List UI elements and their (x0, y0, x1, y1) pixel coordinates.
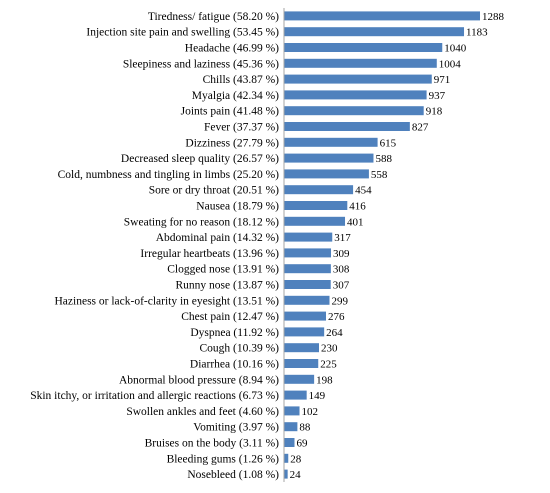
category-label: Diarrhea (10.16 %) (190, 359, 279, 371)
category-label: Bleeding gums (1.26 %) (167, 453, 280, 465)
value-label: 588 (375, 153, 392, 165)
value-label: 102 (302, 406, 319, 418)
value-label: 28 (290, 453, 302, 465)
value-label: 1183 (466, 27, 488, 39)
value-label: 307 (333, 280, 350, 292)
bar (284, 11, 480, 21)
value-label: 276 (328, 311, 345, 323)
value-label: 971 (434, 74, 451, 86)
bar (284, 122, 410, 131)
category-label: Haziness or lack-of-clarity in eyesight … (55, 295, 280, 307)
bar (284, 153, 374, 163)
value-label: 69 (297, 438, 309, 450)
category-label: Abnormal blood pressure (8.94 %) (119, 374, 279, 386)
value-labels-group: 1288 1183 1040 1004 971 937 918 827 615 588 558 454… (290, 11, 505, 481)
category-label: Joints pain (41.48 %) (181, 106, 280, 118)
value-label: 401 (347, 216, 364, 228)
category-label: Nausea (18.79 %) (196, 201, 279, 213)
category-label: Headache (46.99 %) (185, 43, 279, 55)
category-label: Chest pain (12.47 %) (181, 311, 279, 323)
value-label: 1004 (439, 58, 462, 70)
value-label: 558 (371, 169, 388, 181)
bar (284, 137, 378, 147)
value-label: 24 (290, 469, 302, 481)
category-labels-group: Tiredness/ fatigue (58.20 %) Injection si… (30, 11, 279, 481)
bar (284, 106, 424, 116)
bar (284, 343, 319, 353)
bar (284, 232, 333, 242)
value-label: 454 (355, 185, 372, 197)
category-label: Swollen ankles and feet (4.60 %) (126, 406, 279, 418)
category-label: Vomiting (3.97 %) (193, 422, 279, 434)
bar (284, 374, 315, 384)
bar (284, 438, 295, 447)
value-label: 1288 (482, 11, 505, 23)
category-label: Dyspnea (11.92 %) (190, 327, 279, 339)
category-label: Runny nose (13.87 %) (176, 280, 280, 292)
bar (284, 216, 346, 226)
bars-group (284, 11, 480, 479)
bar (284, 359, 319, 368)
value-label: 198 (316, 374, 333, 386)
category-label: Skin itchy, or irritation and allergic r… (30, 390, 279, 402)
bar (284, 327, 325, 337)
bar (284, 74, 432, 84)
bar (284, 406, 300, 416)
category-label: Chills (43.87 %) (203, 74, 280, 86)
category-label: Dizziness (27.79 %) (185, 137, 279, 149)
bar (284, 201, 348, 210)
bar (284, 169, 369, 179)
bar (284, 311, 326, 321)
bar (284, 469, 288, 479)
category-label: Abdominal pain (14.32 %) (156, 232, 279, 244)
category-label: Fever (37.37 %) (204, 122, 279, 134)
category-label: Nosebleed (1.08 %) (187, 469, 279, 481)
value-label: 88 (299, 422, 311, 434)
category-label: Cough (10.39 %) (199, 343, 279, 355)
value-label: 299 (332, 295, 349, 307)
bar (284, 185, 354, 195)
bar (284, 248, 332, 258)
value-label: 615 (380, 137, 397, 149)
category-label: Tiredness/ fatigue (58.20 %) (148, 11, 279, 23)
category-label: Sleepiness and laziness (45.36 %) (123, 58, 279, 70)
value-label: 918 (426, 106, 443, 118)
bar (284, 422, 298, 432)
value-label: 1040 (444, 43, 467, 55)
bar (284, 390, 307, 400)
value-label: 309 (333, 248, 350, 260)
bar (284, 295, 330, 305)
category-label: Bruises on the body (3.11 %) (145, 438, 280, 450)
value-label: 264 (326, 327, 343, 339)
value-label: 317 (334, 232, 351, 244)
bar (284, 453, 289, 463)
category-label: Cold, numbness and tingling in limbs (25… (58, 169, 280, 181)
bar (284, 90, 427, 100)
bar (284, 264, 331, 274)
bar (284, 280, 331, 289)
value-label: 225 (320, 359, 337, 371)
value-label: 149 (309, 390, 326, 402)
category-label: Myalgia (42.34 %) (192, 90, 279, 102)
category-label: Clogged nose (13.91 %) (167, 264, 279, 276)
category-label: Decreased sleep quality (26.57 %) (121, 153, 279, 165)
bar (284, 27, 465, 37)
bar (284, 43, 443, 52)
category-label: Sore or dry throat (20.51 %) (149, 185, 279, 197)
value-label: 230 (321, 343, 338, 355)
category-label: Sweating for no reason (18.12 %) (124, 216, 279, 228)
value-label: 416 (349, 201, 366, 213)
category-label: Irregular heartbeats (13.96 %) (140, 248, 279, 260)
category-label: Injection site pain and swelling (53.45 … (86, 27, 279, 39)
value-label: 937 (429, 90, 446, 102)
value-label: 308 (333, 264, 350, 276)
value-label: 827 (412, 122, 429, 134)
bar (284, 58, 437, 68)
